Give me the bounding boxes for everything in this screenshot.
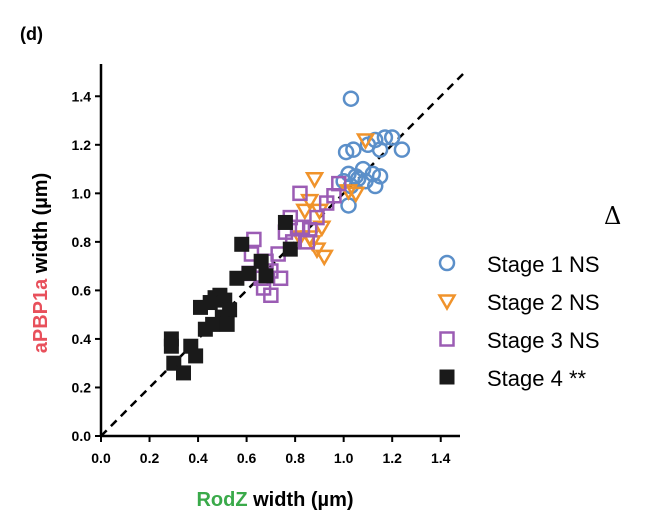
data-point <box>241 265 257 281</box>
legend-marker <box>439 369 455 385</box>
legend-marker <box>439 331 455 347</box>
x-tick-label: 1.4 <box>431 450 451 466</box>
data-point <box>272 270 289 287</box>
data-point <box>342 90 360 107</box>
data-point <box>354 160 372 178</box>
x-tick-label: 1.2 <box>382 450 402 466</box>
data-point <box>197 321 213 337</box>
legend-label: Stage 3 NS <box>487 328 600 353</box>
data-point <box>253 253 269 269</box>
data-point <box>192 299 208 315</box>
series-stage-4 <box>163 214 298 381</box>
data-point <box>188 348 204 364</box>
y-tick-label: 0.4 <box>72 331 92 347</box>
y-tick-label: 1.4 <box>72 88 92 104</box>
tick-labels: 0.0 0.2 0.4 0.6 0.8 1.0 1.2 1.4 0.0 0.2 0.4 0.6 0.8 1… <box>72 88 451 466</box>
legend-item-stage-1: Stage 1 NS <box>438 252 600 277</box>
data-point <box>295 203 315 221</box>
data-point <box>314 249 334 267</box>
y-tick-label: 0.0 <box>72 428 92 444</box>
legend-marker <box>438 254 456 272</box>
legend-label: Stage 1 NS <box>487 252 600 277</box>
data-point <box>219 316 235 332</box>
data-point <box>345 141 362 158</box>
series-stage-3 <box>241 175 347 304</box>
x-tick-label: 0.0 <box>91 450 111 466</box>
data-point <box>371 168 389 185</box>
y-tick-label: 1.0 <box>72 185 92 201</box>
data-point <box>355 133 376 150</box>
data-point <box>234 236 250 252</box>
data-point <box>326 188 342 204</box>
data-point <box>393 141 411 158</box>
data-point <box>300 193 320 211</box>
y-axis-title: aPBP1a width (µm) <box>30 173 52 353</box>
y-tick-label: 1.2 <box>72 137 92 153</box>
legend-item-stage-4: Stage 4 ** <box>439 366 587 391</box>
data-point <box>163 338 179 354</box>
panel-label: (d) <box>20 24 43 44</box>
data-point <box>246 231 262 248</box>
data-point <box>307 242 327 260</box>
legend: Stage 1 NS Stage 2 NS Stage 3 NS Stage 4 ** <box>437 252 600 391</box>
x-axis-title-rest: width (µm) <box>248 489 354 511</box>
x-axis-title-accent: RodZ <box>196 489 247 511</box>
legend-item-stage-2: Stage 2 NS <box>437 290 600 315</box>
data-point <box>337 143 355 161</box>
x-tick-label: 1.0 <box>334 450 354 466</box>
x-tick-label: 0.2 <box>140 450 160 466</box>
y-tick-label: 0.6 <box>72 282 92 298</box>
x-tick-label: 0.8 <box>285 450 305 466</box>
y-axis-title-accent: aPBP1a <box>30 278 52 353</box>
data-point <box>258 268 274 284</box>
data-point <box>282 241 298 257</box>
legend-item-stage-3: Stage 3 NS <box>439 328 600 353</box>
data-point <box>176 365 192 381</box>
data-point <box>366 177 384 195</box>
y-tick-label: 0.2 <box>72 379 92 395</box>
data-point <box>357 172 374 190</box>
y-axis-title-rest: width (µm) <box>30 173 52 279</box>
data-point <box>371 141 389 158</box>
data-point <box>292 185 308 202</box>
x-tick-label: 0.4 <box>188 450 208 466</box>
data-point <box>366 131 384 149</box>
legend-label: Stage 2 NS <box>487 290 600 315</box>
data-point <box>338 184 359 201</box>
x-axis-title: RodZ width (µm) <box>196 489 353 511</box>
y-tick-label: 0.8 <box>72 234 92 250</box>
data-point <box>312 220 332 238</box>
legend-marker <box>437 294 457 312</box>
data-point <box>263 287 279 304</box>
data-points <box>163 90 411 381</box>
data-point <box>304 172 325 189</box>
series-stage-2 <box>290 133 376 267</box>
data-point <box>383 129 401 146</box>
delta-symbol: Δ <box>604 202 621 230</box>
data-point <box>301 221 318 238</box>
data-point <box>290 230 310 248</box>
x-tick-label: 0.6 <box>237 450 257 466</box>
legend-label: Stage 4 ** <box>487 366 587 391</box>
data-point <box>277 214 293 230</box>
